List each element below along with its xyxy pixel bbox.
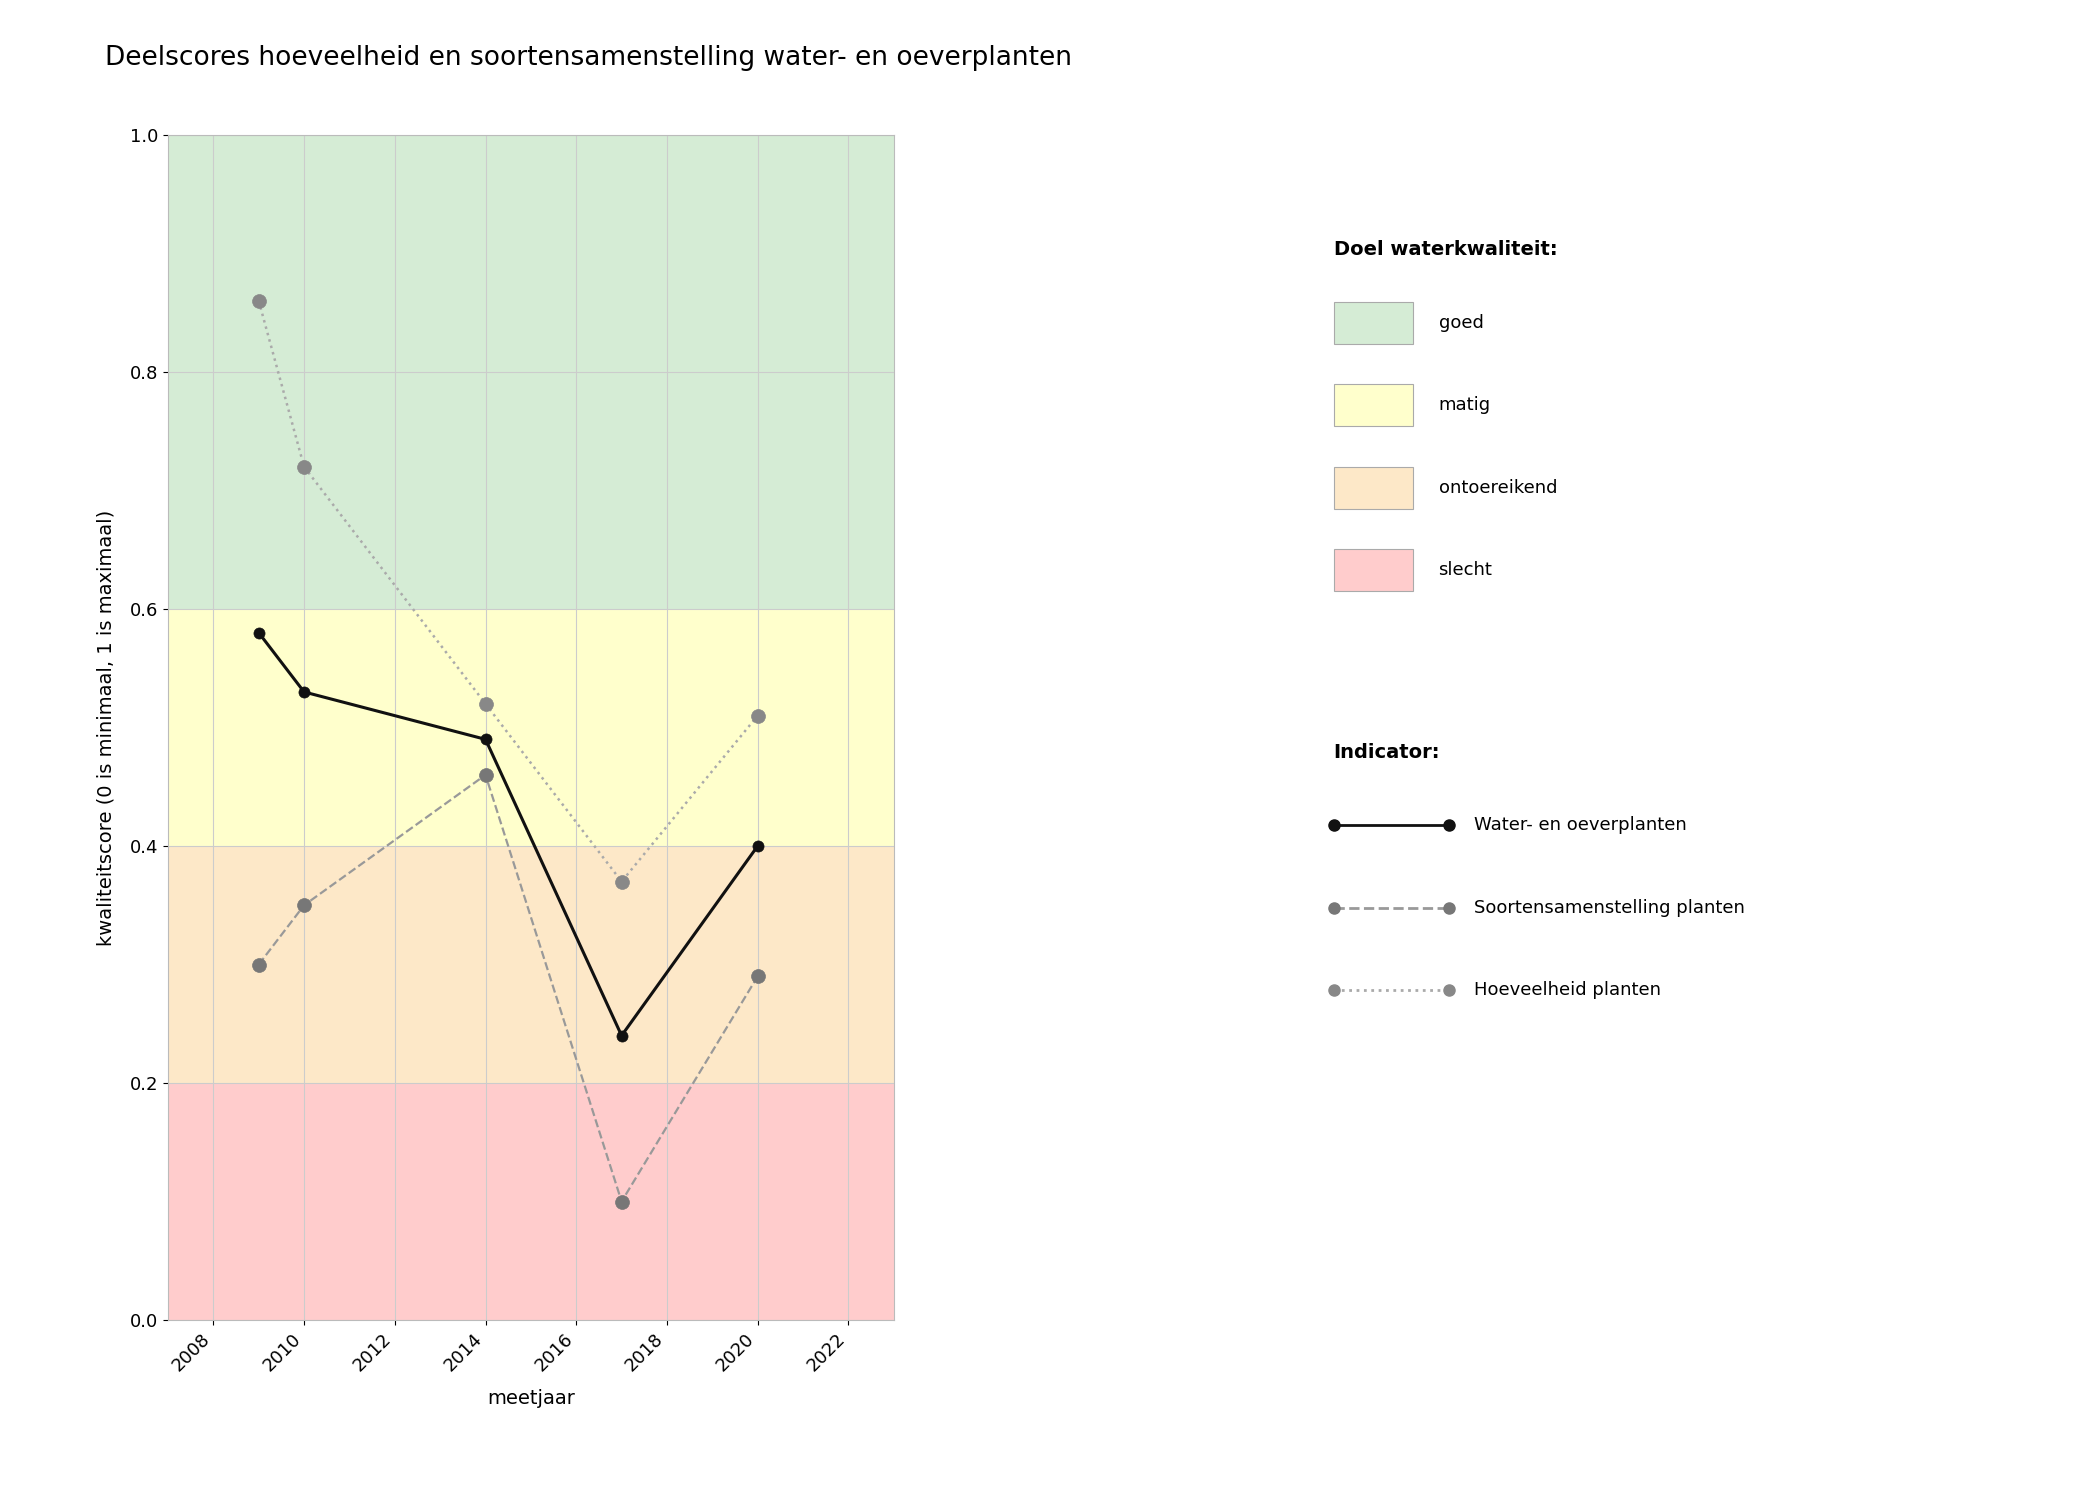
Text: Water- en oeverplanten: Water- en oeverplanten	[1474, 816, 1686, 834]
Text: Soortensamenstelling planten: Soortensamenstelling planten	[1474, 898, 1745, 916]
Text: slecht: slecht	[1438, 561, 1493, 579]
Text: ontoereikend: ontoereikend	[1438, 478, 1556, 496]
Text: Indicator:: Indicator:	[1334, 742, 1441, 762]
Y-axis label: kwaliteitscore (0 is minimaal, 1 is maximaal): kwaliteitscore (0 is minimaal, 1 is maxi…	[97, 510, 116, 945]
Bar	[168, 609, 895, 846]
Bar	[168, 1083, 895, 1320]
Text: Hoeveelheid planten: Hoeveelheid planten	[1474, 981, 1661, 999]
Text: Doel waterkwaliteit:: Doel waterkwaliteit:	[1334, 240, 1556, 260]
Text: matig: matig	[1438, 396, 1491, 414]
Bar	[168, 846, 895, 1083]
Text: goed: goed	[1438, 314, 1483, 332]
Bar	[168, 135, 895, 609]
Text: Deelscores hoeveelheid en soortensamenstelling water- en oeverplanten: Deelscores hoeveelheid en soortensamenst…	[105, 45, 1071, 70]
X-axis label: meetjaar: meetjaar	[487, 1389, 575, 1407]
